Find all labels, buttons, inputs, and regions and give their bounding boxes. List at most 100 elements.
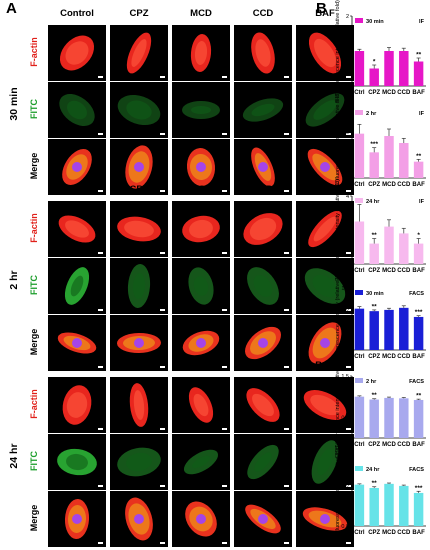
scale-bar bbox=[346, 542, 351, 544]
category-label: BAF bbox=[412, 90, 425, 96]
category-label: BAF bbox=[412, 268, 425, 274]
scale-bar bbox=[98, 366, 103, 368]
column-header-ccd: CCD bbox=[252, 184, 274, 195]
scale-bar bbox=[284, 190, 289, 192]
scale-bar bbox=[346, 190, 351, 192]
y-tick-label: 2 bbox=[346, 129, 349, 135]
category-label: BAF bbox=[412, 442, 425, 448]
legend-swatch bbox=[355, 290, 363, 295]
column-header-mcd: MCD bbox=[190, 8, 212, 19]
micrograph-factin bbox=[48, 25, 106, 81]
micrograph-factin bbox=[234, 201, 292, 257]
y-tick-label: 1.5 bbox=[341, 374, 349, 380]
micrograph-merge bbox=[234, 139, 292, 195]
scale-bar bbox=[98, 428, 103, 430]
column-header-mcd: MCD bbox=[190, 360, 212, 371]
method-tag: IF bbox=[419, 199, 425, 205]
micrograph-merge bbox=[172, 139, 230, 195]
significance-mark: ** bbox=[416, 393, 422, 400]
column-header-control: Control bbox=[60, 360, 94, 371]
category-label: CCD bbox=[397, 182, 411, 188]
scale-bar bbox=[160, 485, 165, 487]
scale-bar bbox=[160, 76, 165, 78]
method-tag: FACS bbox=[409, 291, 424, 297]
column-header-cpz: CPZ bbox=[129, 184, 149, 195]
micrograph-fitc bbox=[48, 434, 106, 490]
scale-bar bbox=[284, 542, 289, 544]
scale-bar bbox=[346, 366, 351, 368]
y-tick-label: 0 bbox=[346, 84, 349, 90]
significance-mark: ** bbox=[416, 52, 422, 59]
category-label: CPZ bbox=[368, 90, 380, 96]
scale-bar bbox=[222, 428, 227, 430]
y-axis-label: FITC fluorescence intensity (relative fo… bbox=[335, 0, 341, 102]
micrograph-fitc bbox=[296, 434, 354, 490]
micrograph-factin bbox=[296, 377, 354, 433]
significance-mark: ** bbox=[372, 480, 378, 487]
micrograph-fitc bbox=[172, 82, 230, 138]
scale-bar bbox=[160, 428, 165, 430]
y-tick-label: 0.0 bbox=[341, 524, 349, 530]
bar bbox=[354, 51, 365, 86]
y-tick-label: 0.5 bbox=[341, 503, 349, 509]
micrograph-fitc bbox=[234, 258, 292, 314]
legend-label: 2 hr bbox=[366, 379, 377, 385]
bar bbox=[369, 487, 379, 526]
scale-bar bbox=[222, 76, 227, 78]
y-tick-label: 1 bbox=[346, 245, 349, 251]
bar bbox=[354, 133, 365, 178]
bar bbox=[399, 307, 409, 350]
method-tag: FACS bbox=[409, 467, 424, 473]
micrograph-merge bbox=[172, 491, 230, 547]
scale-bar bbox=[98, 76, 103, 78]
legend-swatch bbox=[355, 378, 363, 383]
category-label: MCD bbox=[382, 442, 396, 448]
micrograph-merge bbox=[110, 139, 168, 195]
scale-bar bbox=[284, 485, 289, 487]
y-tick-label: 1 bbox=[346, 49, 349, 55]
category-label: Ctrl bbox=[354, 182, 365, 188]
panel-letter-a: A bbox=[6, 0, 17, 17]
micrograph-fitc bbox=[296, 258, 354, 314]
micrograph-factin bbox=[172, 25, 230, 81]
category-label: MCD bbox=[382, 530, 396, 536]
micrograph-merge bbox=[296, 315, 354, 371]
micrograph-merge bbox=[172, 315, 230, 371]
bar bbox=[413, 243, 424, 264]
micrograph-merge bbox=[296, 139, 354, 195]
scale-bar bbox=[346, 428, 351, 430]
y-tick-label: 2 bbox=[346, 14, 349, 20]
micrograph-fitc bbox=[48, 82, 106, 138]
micrograph-merge bbox=[48, 139, 106, 195]
column-header-baf: BAF bbox=[315, 360, 335, 371]
category-label: MCD bbox=[382, 90, 396, 96]
method-tag: IF bbox=[419, 19, 425, 25]
scale-bar bbox=[160, 190, 165, 192]
micrograph-fitc bbox=[48, 258, 106, 314]
y-tick-label: 4 bbox=[346, 194, 349, 200]
category-label: MCD bbox=[382, 268, 396, 274]
category-label: CCD bbox=[397, 90, 411, 96]
category-label: Ctrl bbox=[354, 442, 365, 448]
scale-bar bbox=[160, 309, 165, 311]
bar bbox=[384, 226, 394, 264]
column-header-cpz: CPZ bbox=[129, 360, 149, 371]
scale-bar bbox=[346, 252, 351, 254]
micrograph-factin bbox=[48, 377, 106, 433]
column-header-cpz: CPZ bbox=[129, 8, 149, 19]
scale-bar bbox=[284, 309, 289, 311]
legend-label: 30 min bbox=[366, 291, 384, 297]
y-tick-label: 2 bbox=[346, 228, 349, 234]
bar bbox=[399, 398, 409, 438]
y-tick-label: 1.0 bbox=[341, 483, 349, 489]
significance-mark: ** bbox=[416, 153, 422, 160]
y-tick-label: 1.0 bbox=[341, 307, 349, 313]
significance-mark: *** bbox=[415, 309, 423, 316]
category-label: MCD bbox=[382, 354, 396, 360]
scale-bar bbox=[284, 428, 289, 430]
scale-bar bbox=[284, 366, 289, 368]
category-label: CPZ bbox=[368, 182, 380, 188]
legend-swatch bbox=[355, 110, 363, 115]
bar bbox=[384, 483, 394, 526]
